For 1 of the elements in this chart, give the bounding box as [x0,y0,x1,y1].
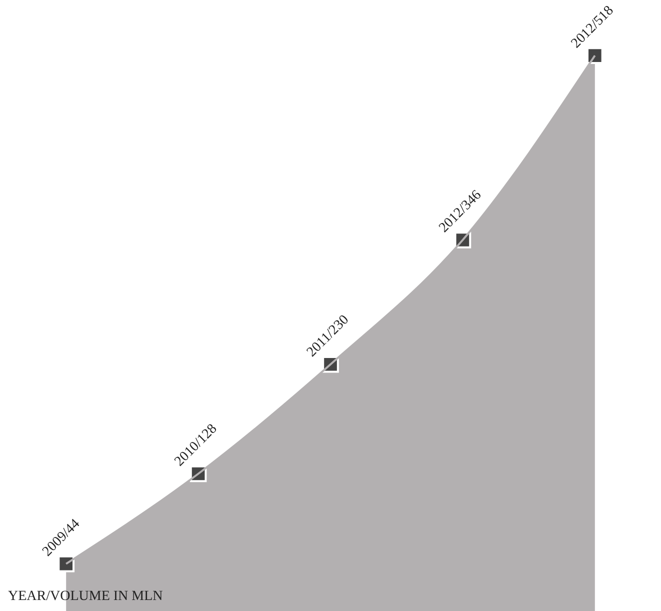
annotation: YEAR/VOLUME IN MLN [8,589,163,604]
